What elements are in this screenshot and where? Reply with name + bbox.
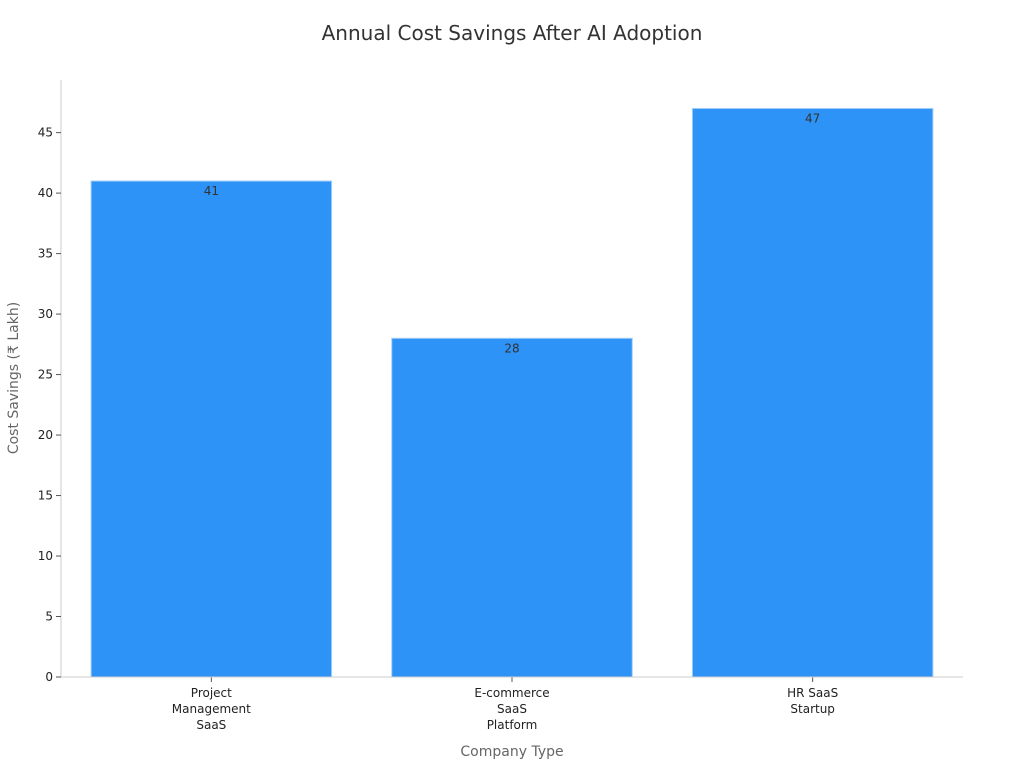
y-tick-label: 40 xyxy=(38,186,53,200)
axes-layer xyxy=(56,80,963,682)
x-tick-label: Project Management SaaS xyxy=(172,686,251,732)
y-tick-label: 10 xyxy=(38,549,53,563)
y-tick-label: 20 xyxy=(38,428,53,442)
bars-layer xyxy=(90,107,934,678)
data-label: 41 xyxy=(204,184,219,198)
y-tick-label: 35 xyxy=(38,247,53,261)
y-tick-label: 25 xyxy=(38,368,53,382)
labels-layer: 41 Project Management SaaS 28 E-commerce SaaS P… xyxy=(38,111,839,732)
y-tick-label: 45 xyxy=(38,126,53,140)
data-label: 28 xyxy=(504,341,519,355)
y-tick-label: 15 xyxy=(38,489,53,503)
bar xyxy=(391,337,633,678)
y-tick-label: 5 xyxy=(45,610,53,624)
data-label: 47 xyxy=(805,111,820,125)
y-tick-label: 30 xyxy=(38,307,53,321)
x-tick-label: E-commerce SaaS Platform xyxy=(474,686,549,732)
bar xyxy=(691,107,934,678)
x-tick-label: HR SaaS Startup xyxy=(787,686,838,716)
bar xyxy=(90,180,333,678)
y-axis-label: Cost Savings (₹ Lakh) xyxy=(6,302,22,454)
x-axis-label: Company Type xyxy=(460,744,563,760)
y-tick-label: 0 xyxy=(45,670,53,684)
chart-title: Annual Cost Savings After AI Adoption xyxy=(322,21,703,45)
